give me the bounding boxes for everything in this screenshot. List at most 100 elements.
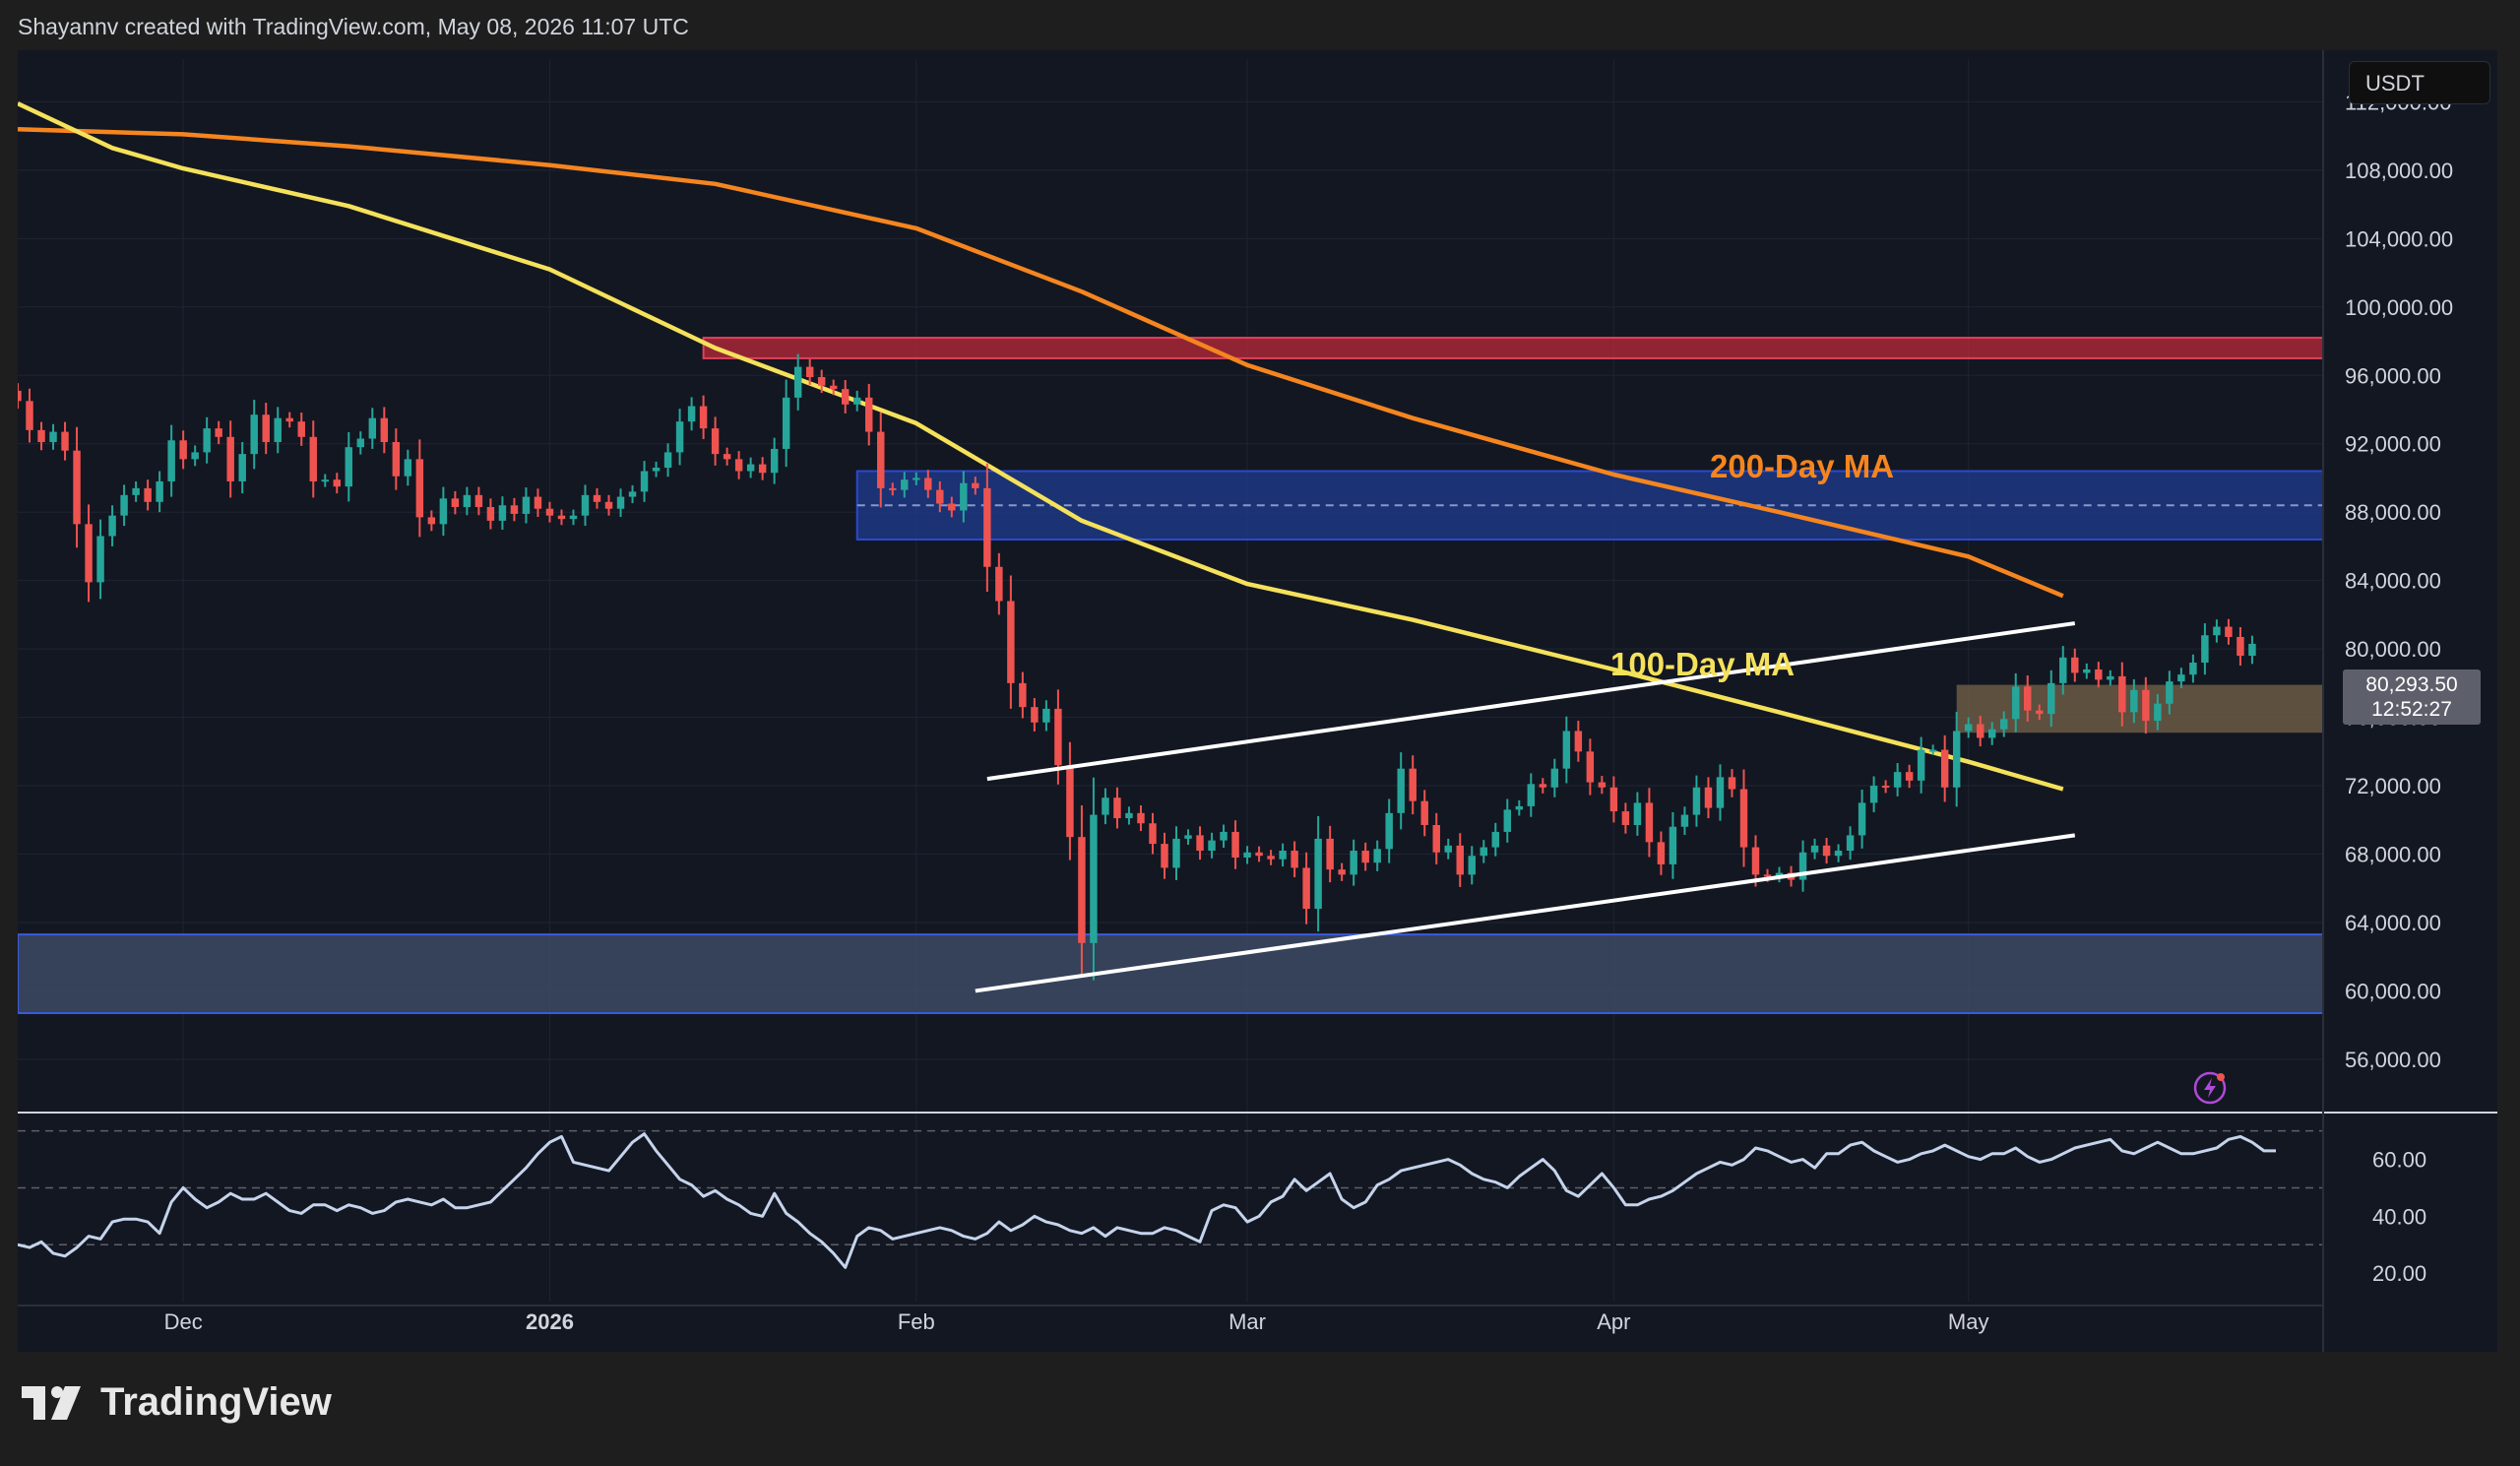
candle-body [156,480,163,502]
price-chart-svg[interactable]: 112,000.00108,000.00104,000.00100,000.00… [18,50,2497,1352]
candle-body [1846,835,1855,852]
candle-body [936,489,944,504]
chart-credit: Shayannv created with TradingView.com, M… [18,14,689,39]
channel-upper-line [986,621,2076,782]
last-price-value: 80,293.50 [2365,673,2458,696]
price-tick-label: 96,000.00 [2345,363,2441,388]
candle-body [2059,657,2067,683]
candle-body [356,438,365,448]
candle-body [2225,626,2233,637]
price-tick-label: 92,000.00 [2345,432,2441,457]
candle-body [486,506,495,521]
lightning-alert-icon[interactable] [2193,1071,2227,1105]
candle-body [1609,787,1618,812]
candle-body [226,436,234,481]
ma200-label: 200-Day MA [1710,448,1895,484]
candle-body [1456,845,1464,875]
candle-body [569,515,578,520]
candle-body [2095,669,2103,680]
candle-body [1326,838,1334,870]
candle-body [581,494,590,516]
candle-body [1208,840,1216,852]
candle-body [2012,686,2020,720]
candle-body [1928,749,1937,752]
candle-body [203,428,211,453]
candle-body [1527,784,1536,806]
candle-body [1515,805,1524,810]
candle-body [1716,777,1725,808]
price-tick-label: 84,000.00 [2345,569,2441,594]
candle-body [889,487,897,490]
candle-body [1680,814,1689,827]
candle-body [1574,731,1583,752]
candle-body [18,390,22,402]
candle-body [1078,837,1086,943]
candle-body [262,414,270,442]
candle-body [2142,689,2150,722]
candle-body [1775,872,1784,877]
candle-body [770,448,779,474]
candle-body [1633,802,1642,825]
candle-body [948,503,956,511]
candle-body [2048,682,2055,715]
price-tick-label: 68,000.00 [2345,843,2441,867]
price-tick-label: 100,000.00 [2345,295,2453,320]
candle-body [404,459,412,477]
candle-body [1302,867,1310,910]
candle-body [380,417,389,442]
tradingview-brand[interactable]: TradingView [22,1380,332,1425]
candle-body [2107,675,2114,680]
candle-body [1444,845,1452,853]
candle-body [1905,772,1914,781]
date-tick-label: Mar [1228,1309,1266,1334]
candle-body [557,515,566,520]
candle-body [1243,852,1251,858]
candle-body [1491,831,1500,848]
bar-countdown: 12:52:27 [2371,698,2452,721]
candle-body [309,436,317,481]
chart-panel[interactable]: 112,000.00108,000.00104,000.00100,000.00… [18,50,2497,1352]
candle-body [758,464,767,474]
price-tick-label: 72,000.00 [2345,774,2441,798]
price-tick-label: 64,000.00 [2345,911,2441,935]
ma100-line [18,101,2064,792]
candle-body [1113,797,1121,819]
candle-body [841,389,850,405]
axes: 112,000.00108,000.00104,000.00100,000.00… [18,50,2453,1352]
candle-body [1031,707,1039,723]
candle-body [297,421,305,437]
tradingview-wordmark: TradingView [100,1380,332,1424]
candle-body [1468,856,1476,875]
candle-body [1645,802,1654,843]
candle-body [1763,874,1772,877]
candle-body [1066,765,1074,838]
candle-body [1834,851,1843,857]
currency-selector-button[interactable]: USDT [2349,61,2490,104]
candle-body [522,496,531,514]
candle-body [1869,786,1878,803]
candle-body [604,501,613,509]
candle-body [640,471,649,492]
candle-body [2189,663,2197,675]
ascending-channel [975,621,2076,993]
candle-body [368,417,377,439]
candle-body [711,428,720,455]
candle-body [1692,787,1701,815]
candle-body [1704,787,1713,808]
last-price-tag: 80,293.50 12:52:27 [2343,669,2481,725]
candle-body [215,428,222,437]
grid-lines [18,59,2323,1302]
candle-body [191,452,199,460]
date-tick-label: Dec [164,1309,203,1334]
candle-body [498,505,507,521]
candle-body [2130,689,2138,713]
candle-body [96,536,104,583]
candle-body [167,440,175,481]
rsi-tick-label: 20.00 [2372,1261,2426,1286]
candle-body [901,479,909,490]
candle-body [1361,851,1369,863]
candle-body [2166,681,2174,704]
candle-body [1279,851,1287,860]
candle-body [1550,768,1559,788]
candle-body [1291,851,1298,868]
